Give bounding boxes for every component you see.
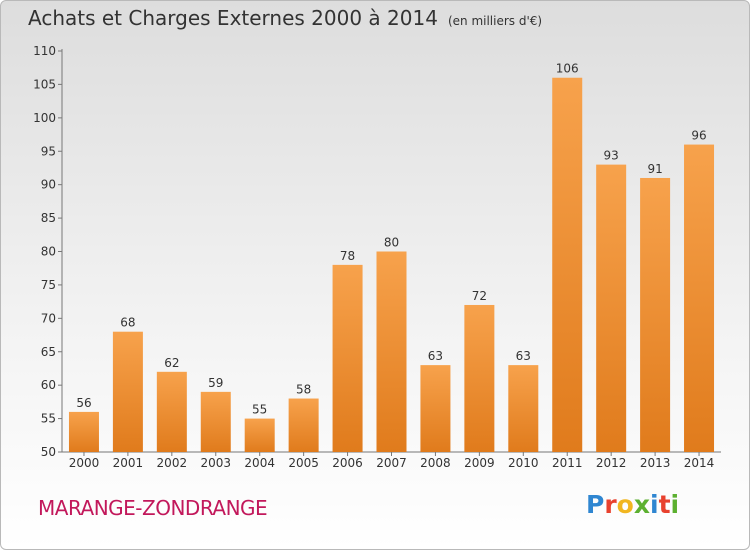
y-tick-label: 65 — [41, 345, 56, 359]
bar — [244, 418, 275, 452]
y-tick-label: 80 — [41, 245, 56, 259]
y-tick-label: 95 — [41, 144, 56, 158]
logo-letter: i — [650, 490, 659, 519]
x-tick-label: 2005 — [288, 456, 319, 470]
bar — [288, 398, 319, 452]
bar-value-label: 80 — [384, 236, 399, 250]
bar-value-label: 72 — [472, 289, 487, 303]
bar — [464, 304, 495, 452]
y-tick-label: 90 — [41, 178, 56, 192]
bar — [684, 144, 715, 453]
bar-value-label: 56 — [76, 396, 91, 410]
x-tick-label: 2010 — [508, 456, 539, 470]
y-tick-label: 110 — [33, 44, 56, 58]
bar-value-label: 58 — [296, 383, 311, 397]
commune-name: MARANGE-ZONDRANGE — [38, 496, 268, 520]
logo-letter: t — [658, 490, 671, 519]
x-tick-label: 2013 — [640, 456, 671, 470]
chart-title-text: Achats et Charges Externes 2000 à 2014 — [28, 6, 438, 30]
proxiti-logo: Proxiti — [586, 490, 679, 519]
y-tick-label: 85 — [41, 211, 56, 225]
x-tick-label: 2011 — [552, 456, 583, 470]
x-tick-label: 2008 — [420, 456, 451, 470]
bar-value-label: 78 — [340, 249, 355, 263]
x-tick-label: 2000 — [69, 456, 100, 470]
bar — [68, 411, 99, 452]
bar-value-label: 55 — [252, 403, 267, 417]
bar-value-label: 106 — [556, 62, 579, 76]
x-tick-label: 2004 — [244, 456, 275, 470]
y-tick-label: 105 — [33, 77, 56, 91]
chart-unit: (en milliers d'€) — [447, 14, 543, 28]
bar — [112, 331, 143, 452]
logo-letter: o — [616, 490, 634, 519]
bar — [596, 164, 627, 452]
y-tick-label: 55 — [41, 412, 56, 426]
x-tick-label: 2003 — [200, 456, 231, 470]
y-tick-label: 75 — [41, 278, 56, 292]
bar-value-label: 93 — [604, 149, 619, 163]
bar — [420, 365, 451, 452]
y-tick-label: 60 — [41, 378, 56, 392]
logo-letter: P — [586, 490, 605, 519]
y-tick-label: 50 — [41, 445, 56, 459]
x-tick-label: 2009 — [464, 456, 495, 470]
logo-letter: x — [633, 490, 650, 519]
bar — [376, 251, 407, 452]
y-tick-label: 70 — [41, 311, 56, 325]
x-tick-label: 2006 — [332, 456, 363, 470]
bar — [200, 391, 231, 452]
chart-title: Achats et Charges Externes 2000 à 2014 (e… — [28, 6, 542, 30]
bar — [552, 77, 583, 452]
bar-value-label: 63 — [428, 349, 443, 363]
bar-value-label: 59 — [208, 376, 223, 390]
bar-value-label: 96 — [691, 129, 706, 143]
bar — [508, 365, 539, 452]
x-tick-label: 2001 — [113, 456, 144, 470]
bar-value-label: 63 — [516, 349, 531, 363]
bar-value-label: 91 — [647, 162, 662, 176]
x-tick-label: 2002 — [157, 456, 188, 470]
bar — [156, 371, 187, 452]
x-tick-label: 2012 — [596, 456, 627, 470]
logo-letter: r — [604, 490, 617, 519]
x-tick-label: 2014 — [684, 456, 715, 470]
bar — [332, 264, 363, 452]
y-tick-label: 100 — [33, 111, 56, 125]
x-tick-label: 2007 — [376, 456, 407, 470]
logo-letter: i — [670, 490, 680, 519]
bar — [640, 177, 671, 452]
bar-value-label: 68 — [120, 316, 135, 330]
bar-value-label: 62 — [164, 356, 179, 370]
